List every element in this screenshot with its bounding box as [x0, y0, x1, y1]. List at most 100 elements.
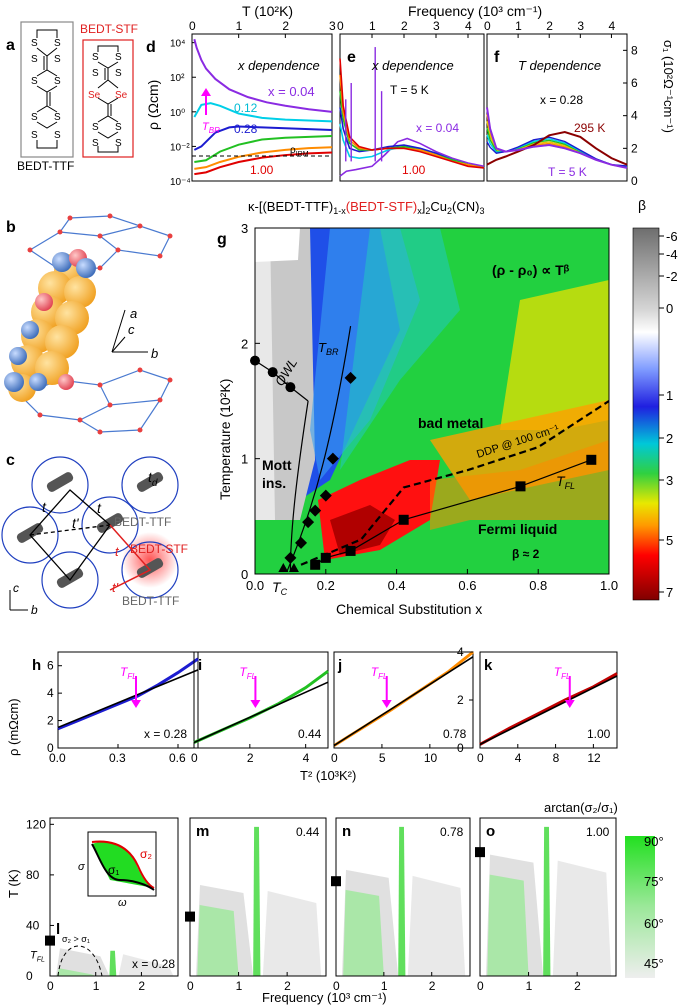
tick-label: 120 [26, 817, 46, 831]
panel-e: e 0 1 2 3 4 x dependence T = 5 K x = 0.04 1.… [337, 19, 485, 182]
tbr-point [319, 489, 332, 502]
tfl-label: TFL [554, 665, 571, 681]
x-value-h: x = 0.28 [144, 727, 187, 741]
dimer-circles [1, 456, 179, 609]
tick-label: 0.3 [109, 751, 126, 765]
label-x004: x = 0.04 [268, 84, 315, 99]
atom-label: S [31, 112, 38, 123]
axis-ticks-e: 0 1 2 3 4 [337, 19, 472, 38]
tick-label: 6 [47, 659, 54, 673]
tfl-label-main: T [554, 665, 563, 679]
tick-label: 1 [381, 979, 388, 993]
series-line [194, 146, 333, 170]
tick-label: 4 [457, 645, 464, 659]
inset-sigma-label: σ [78, 861, 85, 873]
x-value-o: 1.00 [586, 825, 610, 839]
atom-label: S [115, 52, 122, 63]
plot-frame-d [191, 33, 333, 182]
series-line [486, 130, 628, 166]
panel-a: a S S S S S S S S S S BEDT-TTF [6, 21, 138, 173]
tick-label: 8 [553, 751, 560, 765]
axis-a-label: a [130, 306, 137, 321]
title-f: T dependence [518, 58, 601, 73]
tc-point [278, 563, 289, 572]
series-line [57, 669, 199, 729]
phase-band [398, 826, 406, 976]
ylabel-d: ρ (Ωcm) [145, 80, 161, 130]
panel-letter-f: f [494, 49, 500, 66]
atom-label: S [92, 138, 99, 149]
panel-letter-d: d [146, 39, 156, 56]
tbr-line [286, 325, 352, 572]
t-label: t [97, 500, 102, 516]
tick-label: 2 [457, 693, 464, 707]
inset-fill [92, 841, 154, 888]
cond-label: σ₂ > σ₁ [62, 934, 90, 944]
molecule-glyphs [16, 472, 164, 588]
tbr-arrowhead [201, 88, 211, 96]
atom-label: S [31, 54, 38, 65]
qwl-point [250, 355, 260, 366]
atom-label: S [54, 112, 61, 123]
panel-n: n 0.78 0 1 2 [331, 817, 471, 993]
series-f [486, 107, 628, 169]
tick-label: 0 [333, 979, 340, 993]
tick-label: 10⁻⁴ [170, 177, 191, 188]
series-line [339, 58, 485, 169]
tick-label: 2 [546, 19, 553, 33]
axis-c-label: c [13, 581, 19, 595]
label-mott-1: Mott [262, 457, 292, 473]
series-e [339, 47, 485, 177]
panel-g: g κ-[(BEDT-TTF)1-x(BEDT-STF)x]2Cu2(CN)3 … [217, 197, 678, 617]
qwl-line [254, 360, 309, 402]
inset-sigma1 [91, 843, 155, 891]
beta-colorbar [632, 227, 660, 601]
tick-label: 0.8 [529, 578, 547, 593]
plot-frame-i [193, 651, 329, 749]
tick-label: 4 [47, 686, 54, 700]
tbr-point [302, 516, 315, 529]
x-value-l: x = 0.28 [132, 957, 175, 971]
colorbar-label: -2 [666, 269, 678, 284]
tick-label: 10⁻² [170, 142, 190, 153]
tick-label: 1 [526, 979, 533, 993]
tick-label: 0 [337, 19, 344, 33]
tfl-marker [45, 935, 55, 946]
label-tfl-g: TFL [556, 473, 575, 491]
angle-colorbar-title: arctan(σ₂/σ₁) [544, 800, 618, 815]
label-x028: 0.28 [234, 122, 258, 136]
panel-letter-l: l [56, 921, 60, 938]
panel-letter-e: e [347, 49, 356, 66]
label-law: (ρ - ρ₀) ∝ Tᵝ [492, 262, 570, 278]
atom-label: S [115, 138, 122, 149]
tick-label: 0 [477, 979, 484, 993]
panel-letter-o: o [486, 823, 495, 840]
panel-letter-n: n [342, 823, 351, 840]
phase-band [543, 826, 551, 976]
tick-label: 0 [47, 741, 54, 755]
atom-label: S [54, 130, 61, 141]
plot-frame-k [479, 651, 618, 749]
panel-k: k TFL 1.00 0 4 8 12 [477, 651, 618, 765]
tick-label: 10⁴ [170, 39, 185, 50]
phase-region [56, 948, 110, 976]
tick-label: 10² [170, 73, 185, 84]
atom-label: S [92, 68, 99, 79]
colorbar-label: 75° [644, 874, 664, 889]
series-line [486, 107, 628, 169]
ylabel-hk: ρ (mΩcm) [6, 698, 21, 756]
plot-frame-h [57, 651, 199, 749]
series-line [193, 681, 329, 744]
ddp-line [300, 400, 610, 566]
label-bad-metal: bad metal [418, 415, 483, 431]
title-g: κ-[(BEDT-TTF)1-x(BEDT-STF)x]2Cu2(CN)3 [248, 199, 484, 216]
panel-m: m 0.44 0 1 2 [185, 817, 327, 993]
tick-label: 3 [329, 19, 336, 33]
tfl-label-main: T [371, 665, 380, 679]
angle-colorbar-ticks: 90° 75° 60° 45° [644, 834, 664, 971]
tfl-label-sub: FL [247, 672, 256, 681]
frequency-axis-title: Frequency (10³ cm⁻¹) [408, 3, 542, 19]
series-line [194, 135, 333, 163]
colorbar-label: -6 [666, 229, 678, 244]
